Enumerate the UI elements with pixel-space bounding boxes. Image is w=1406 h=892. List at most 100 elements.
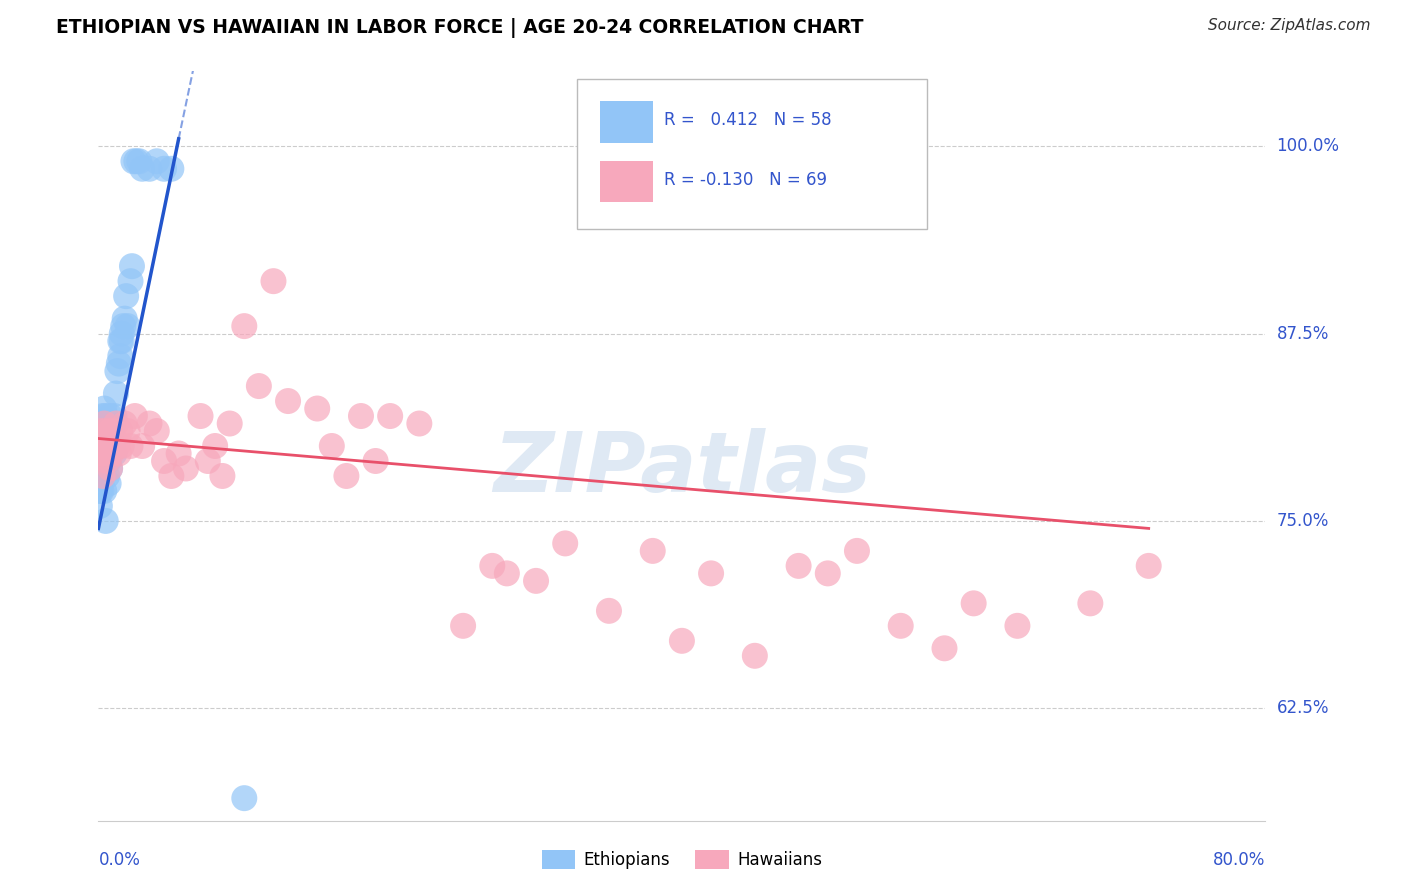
Point (91, 461, 114, 475)
Point (496, 566, 519, 581)
Point (233, 791, 256, 805)
Point (96, 439, 118, 453)
Point (121, 259, 143, 273)
Text: ZIPatlas: ZIPatlas (494, 428, 870, 509)
Point (90, 439, 112, 453)
Point (90, 483, 112, 498)
Point (350, 409, 373, 423)
Point (105, 439, 128, 453)
Point (153, 454, 176, 468)
Point (90, 424, 112, 438)
Point (111, 326, 134, 341)
Text: 87.5%: 87.5% (1277, 325, 1329, 343)
Point (94, 514, 117, 528)
Point (100, 424, 122, 438)
Point (554, 536, 576, 550)
Point (1080, 596, 1102, 610)
Point (211, 469, 233, 483)
Point (114, 311, 136, 326)
Point (700, 566, 723, 581)
Point (174, 461, 197, 475)
Text: R =   0.412   N = 58: R = 0.412 N = 58 (665, 112, 832, 129)
Point (111, 439, 134, 453)
Point (112, 319, 135, 334)
Point (94, 424, 117, 438)
Point (96, 432, 118, 446)
Point (90, 424, 112, 438)
Text: 0.0%: 0.0% (98, 851, 141, 869)
Point (671, 633, 693, 648)
Point (89, 461, 111, 475)
Point (204, 439, 226, 453)
Point (146, 154, 169, 169)
Point (1137, 558, 1160, 573)
Text: Source: ZipAtlas.com: Source: ZipAtlas.com (1208, 18, 1371, 33)
Point (146, 424, 169, 438)
Point (96, 417, 118, 431)
Point (277, 394, 299, 409)
Point (97, 476, 120, 491)
Point (98, 461, 121, 475)
Text: 62.5%: 62.5% (1277, 699, 1329, 717)
Point (1007, 619, 1029, 633)
Point (89, 439, 111, 453)
Point (91, 469, 114, 483)
Point (91, 454, 114, 468)
Point (307, 401, 329, 416)
Point (111, 334, 134, 348)
Point (160, 161, 183, 176)
Point (110, 334, 132, 348)
Point (90, 446, 112, 460)
Point (153, 161, 176, 176)
Point (91, 439, 114, 453)
Point (218, 417, 240, 431)
Point (120, 439, 142, 453)
Point (451, 619, 474, 633)
Point (98, 439, 121, 453)
Point (104, 386, 127, 401)
Point (125, 154, 148, 169)
Point (117, 424, 139, 438)
Point (481, 558, 503, 573)
Text: 75.0%: 75.0% (1277, 512, 1329, 530)
Point (247, 379, 270, 393)
Point (89, 483, 111, 498)
Point (598, 604, 620, 618)
Point (524, 574, 547, 588)
Point (817, 566, 839, 581)
Point (131, 439, 153, 453)
Point (890, 619, 912, 633)
Point (190, 409, 212, 423)
Point (321, 439, 343, 453)
Point (114, 417, 136, 431)
Point (103, 439, 125, 453)
Point (97, 446, 120, 460)
Point (167, 446, 190, 460)
Point (98, 461, 121, 475)
Point (98, 409, 121, 423)
Point (104, 417, 127, 431)
FancyBboxPatch shape (600, 161, 652, 202)
Point (91, 409, 114, 423)
Point (93, 439, 115, 453)
Point (962, 596, 984, 610)
Point (91, 417, 114, 431)
Point (744, 648, 766, 663)
Point (93, 483, 115, 498)
Point (89, 499, 111, 513)
FancyBboxPatch shape (600, 102, 652, 143)
Point (128, 154, 150, 169)
Point (91, 439, 114, 453)
Point (90, 469, 112, 483)
Point (122, 154, 145, 169)
Point (197, 454, 219, 468)
Point (100, 446, 122, 460)
Text: R = -0.130   N = 69: R = -0.130 N = 69 (665, 171, 827, 189)
Point (93, 454, 115, 468)
Point (96, 454, 118, 468)
Point (97, 424, 120, 438)
Point (787, 558, 810, 573)
Point (97, 454, 120, 468)
Point (124, 409, 146, 423)
Point (115, 289, 138, 303)
